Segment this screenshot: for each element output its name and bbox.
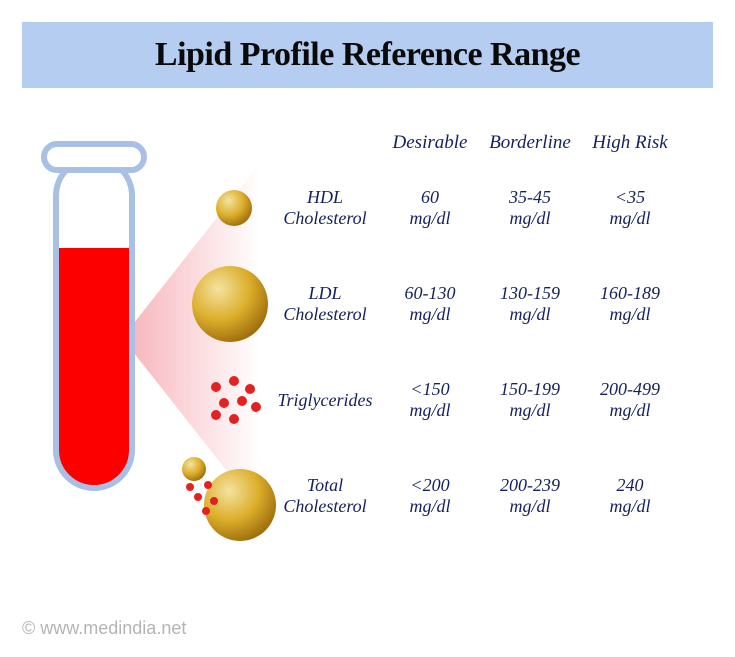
total-cholesterol-icon (178, 449, 278, 543)
col-header-highrisk: High Risk (580, 132, 680, 154)
row-label-text: HDLCholesterol (283, 187, 366, 228)
row-label: Triglycerides (270, 390, 380, 411)
row-label-text: Triglycerides (278, 390, 373, 410)
table-row: TotalCholesterol <200 mg/dl 200-239 mg/d… (250, 448, 710, 544)
hdl-sphere-icon (212, 186, 256, 230)
triglycerides-dots-icon (204, 373, 268, 427)
cell-trig-desirable: <150 mg/dl (380, 379, 480, 421)
cell-hdl-borderline: 35-45 mg/dl (480, 187, 580, 229)
test-tube-icon (34, 138, 154, 513)
tube-fill (56, 248, 132, 498)
cell-trig-borderline: 150-199 mg/dl (480, 379, 580, 421)
tube-lip (44, 144, 144, 170)
title-bar: Lipid Profile Reference Range (22, 22, 713, 88)
cell-ldl-desirable: 60-130 mg/dl (380, 283, 480, 325)
cell-trig-highrisk: 200-499 mg/dl (580, 379, 680, 421)
table-row: HDLCholesterol 60 mg/dl 35-45 mg/dl <35 … (250, 160, 710, 256)
cell-total-borderline: 200-239 mg/dl (480, 475, 580, 517)
reference-table: Desirable Borderline High Risk HDLCholes… (250, 116, 710, 544)
table-header-row: Desirable Borderline High Risk (250, 116, 710, 160)
copyright-text: © www.medindia.net (22, 618, 186, 639)
page-title: Lipid Profile Reference Range (155, 36, 580, 73)
cell-hdl-desirable: 60 mg/dl (380, 187, 480, 229)
cell-total-highrisk: 240 mg/dl (580, 475, 680, 517)
content-area: Desirable Borderline High Risk HDLCholes… (0, 108, 735, 588)
row-label-text: TotalCholesterol (283, 475, 366, 516)
col-header-borderline: Borderline (480, 132, 580, 154)
table-row: LDLCholesterol 60-130 mg/dl 130-159 mg/d… (250, 256, 710, 352)
cell-ldl-highrisk: 160-189 mg/dl (580, 283, 680, 325)
cell-hdl-highrisk: <35 mg/dl (580, 187, 680, 229)
row-label-text: LDLCholesterol (283, 283, 366, 324)
cell-total-desirable: <200 mg/dl (380, 475, 480, 517)
row-label: HDLCholesterol (270, 187, 380, 229)
col-header-desirable: Desirable (380, 132, 480, 154)
table-row: Triglycerides <150 mg/dl 150-199 mg/dl 2… (250, 352, 710, 448)
cell-ldl-borderline: 130-159 mg/dl (480, 283, 580, 325)
ldl-sphere-icon (188, 262, 272, 346)
row-label: TotalCholesterol (270, 475, 380, 517)
row-label: LDLCholesterol (270, 283, 380, 325)
